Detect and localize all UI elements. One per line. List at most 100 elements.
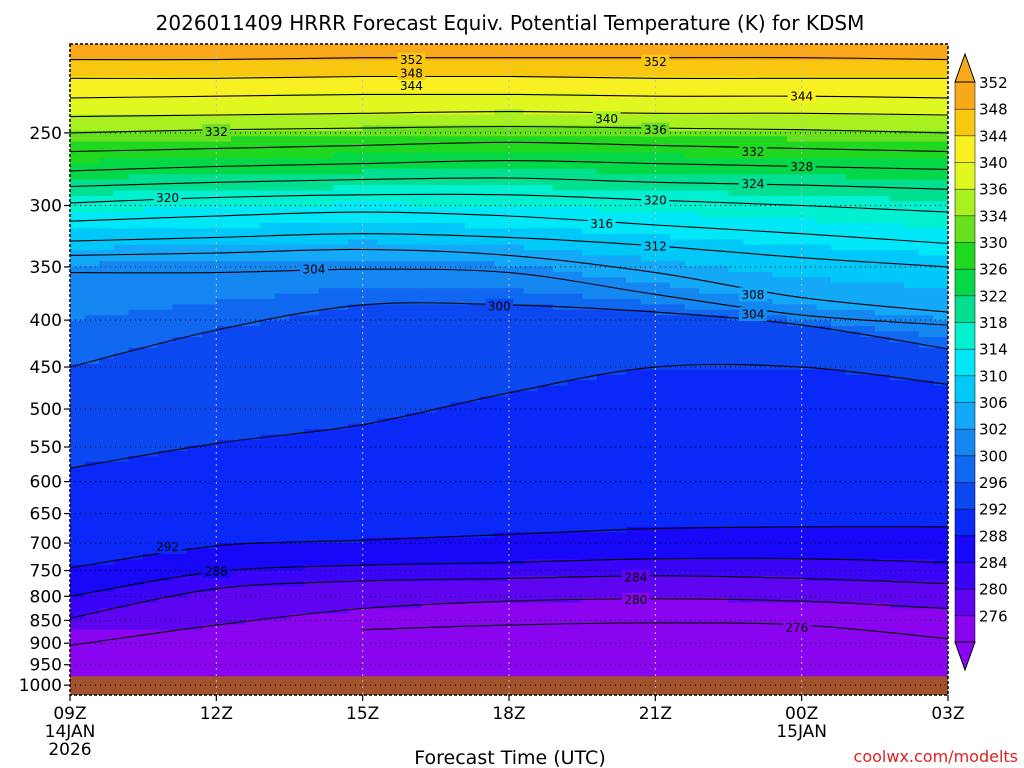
- fill-cell: [391, 537, 408, 566]
- fill-cell: [99, 157, 115, 181]
- colorbar-tick-label: 322: [979, 287, 1008, 305]
- fill-cell: [860, 374, 876, 528]
- fill-cell: [904, 98, 920, 116]
- fill-cell: [333, 44, 349, 61]
- fill-cell: [143, 347, 159, 457]
- fill-cell: [143, 228, 159, 246]
- contour-line-308: [70, 248, 948, 313]
- fill-cell: [787, 575, 803, 604]
- fill-cell: [406, 92, 422, 116]
- fill-cell: [84, 60, 100, 78]
- fill-cell: [230, 261, 247, 300]
- fill-cell: [172, 450, 188, 555]
- fill-cell: [333, 76, 349, 94]
- fill-cell: [918, 98, 934, 116]
- fill-cell: [494, 244, 510, 268]
- fill-cell: [172, 44, 188, 61]
- fill-cell: [362, 185, 378, 202]
- fill-cell: [172, 174, 188, 192]
- fill-cell: [713, 293, 730, 311]
- x-tick-label: 18Z: [492, 704, 525, 724]
- fill-cell: [289, 136, 305, 159]
- fill-cell: [699, 98, 715, 116]
- fill-cell: [933, 201, 948, 230]
- colorbar-tick-label: 306: [979, 394, 1008, 412]
- fill-cell: [157, 261, 174, 311]
- fill-cell: [801, 44, 817, 61]
- contour-label-bg: [738, 144, 767, 159]
- colorbar-tick-label: 292: [979, 501, 1008, 519]
- fill-cell: [465, 125, 481, 137]
- fill-cell: [582, 125, 598, 137]
- fill-cell: [201, 76, 217, 99]
- fill-cell: [391, 168, 408, 186]
- fill-cell: [787, 244, 803, 278]
- fill-cell: [157, 114, 174, 132]
- fill-cell: [860, 98, 876, 116]
- fill-cell: [684, 526, 700, 560]
- fill-cell: [230, 98, 247, 116]
- fill-cell: [84, 76, 100, 99]
- fill-cell: [523, 391, 539, 533]
- fill-cell: [611, 255, 627, 278]
- fill-cell: [450, 114, 466, 126]
- fill-cell: [274, 44, 291, 61]
- fill-cell: [245, 130, 261, 137]
- fill-column: [860, 44, 876, 695]
- fill-column: [143, 44, 159, 695]
- fill-cell: [552, 190, 569, 208]
- fill-cell: [830, 526, 847, 560]
- fill-cell: [904, 331, 920, 343]
- fill-cell: [728, 157, 744, 175]
- fill-column: [874, 44, 891, 695]
- fill-cell: [230, 440, 247, 544]
- contour-line-348: [70, 75, 948, 79]
- fill-cell: [567, 206, 583, 230]
- fill-cell: [377, 76, 393, 94]
- fill-cell: [772, 369, 788, 528]
- fill-cell: [669, 526, 686, 560]
- fill-cell: [772, 60, 788, 78]
- fill-cell: [113, 190, 130, 213]
- fill-cell: [84, 228, 100, 251]
- fill-cell: [860, 250, 876, 284]
- fill-cell: [757, 195, 773, 219]
- plot-area: 276 280 284 288 292 300 304 304 308 312 316 320 320 3…: [70, 44, 948, 695]
- fill-cell: [421, 206, 437, 224]
- fill-cell: [479, 564, 495, 582]
- fill-cell: [143, 244, 159, 262]
- fill-cell: [743, 602, 759, 695]
- fill-cell: [904, 559, 920, 582]
- fill-cell: [596, 374, 613, 533]
- fill-cell: [421, 564, 437, 582]
- colorbar-tick-label: 334: [979, 207, 1008, 225]
- fill-cell: [157, 44, 174, 61]
- colorbar-segment: [954, 108, 976, 137]
- fill-column: [830, 44, 847, 695]
- fill-cell: [99, 179, 115, 197]
- fill-cell: [655, 212, 671, 235]
- fill-column: [230, 44, 247, 695]
- fill-cell: [772, 44, 788, 61]
- fill-cell: [304, 613, 320, 695]
- fill-cell: [845, 374, 861, 528]
- fill-cell: [113, 608, 130, 631]
- fill-cell: [713, 526, 730, 560]
- contour-label-bg: [782, 620, 811, 635]
- fill-cell: [260, 244, 276, 262]
- fill-cell: [509, 76, 525, 94]
- fill-cell: [494, 60, 510, 78]
- fill-cell: [99, 60, 115, 78]
- fill-cell: [274, 92, 291, 116]
- fill-cell: [377, 608, 393, 695]
- fill-cell: [874, 526, 891, 560]
- fill-cell: [611, 60, 627, 78]
- fill-cell: [918, 44, 934, 61]
- fill-cell: [70, 179, 86, 197]
- fill-cell: [626, 60, 642, 78]
- fill-cell: [801, 130, 817, 143]
- fill-cell: [933, 60, 948, 78]
- fill-cell: [201, 261, 217, 305]
- fill-cell: [684, 114, 700, 132]
- fill-cell: [245, 190, 261, 208]
